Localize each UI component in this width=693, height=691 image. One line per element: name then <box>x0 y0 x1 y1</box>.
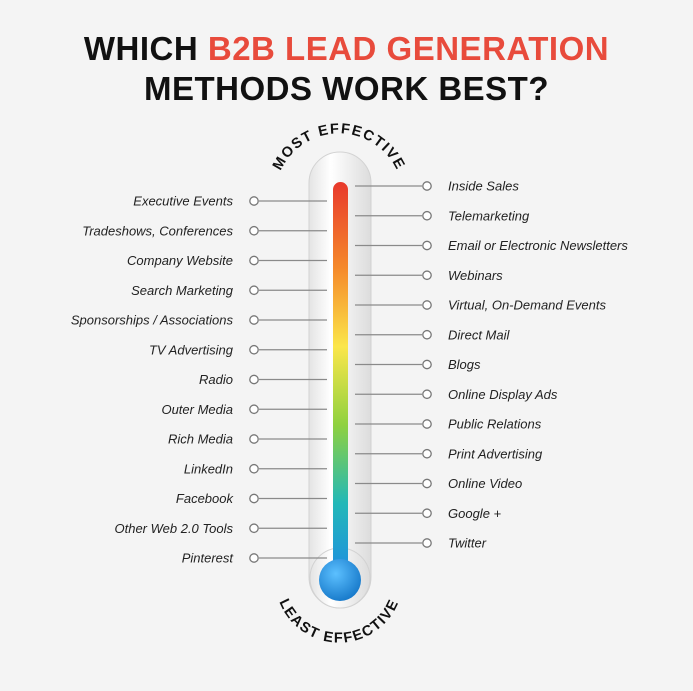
right-method-item: Email or Electronic Newsletters <box>355 238 628 253</box>
marker-dot <box>249 493 259 504</box>
left-method-item: LinkedIn <box>184 461 327 476</box>
marker-dot <box>249 255 259 266</box>
marker-dot <box>249 404 259 415</box>
marker-dot <box>249 374 259 385</box>
method-label: Webinars <box>448 268 503 283</box>
method-label: Online Display Ads <box>448 387 558 402</box>
right-method-item: Google + <box>355 506 502 521</box>
marker-dot <box>249 196 259 206</box>
marker-dot <box>422 508 432 519</box>
left-method-item: Rich Media <box>168 432 327 447</box>
marker-dot <box>249 225 259 236</box>
left-method-item: Company Website <box>127 253 327 268</box>
left-method-item: Search Marketing <box>131 283 327 298</box>
method-label: Other Web 2.0 Tools <box>114 521 233 536</box>
method-label: Inside Sales <box>448 179 519 194</box>
method-label: Telemarketing <box>448 208 530 223</box>
method-label: Rich Media <box>168 432 233 447</box>
method-label: Pinterest <box>182 551 235 566</box>
left-method-item: Tradeshows, Conferences <box>82 223 327 238</box>
method-label: Google + <box>448 506 502 521</box>
marker-dot <box>422 270 432 281</box>
title-line-2: METHODS WORK BEST? <box>144 70 549 107</box>
left-method-item: Other Web 2.0 Tools <box>114 521 327 536</box>
method-label: Tradeshows, Conferences <box>82 223 233 238</box>
marker-dot <box>249 344 259 355</box>
method-label: Print Advertising <box>448 446 543 461</box>
left-method-item: Outer Media <box>161 402 327 417</box>
method-label: Search Marketing <box>131 283 234 298</box>
method-label: Online Video <box>448 476 522 491</box>
marker-dot <box>249 523 259 534</box>
right-method-item: Public Relations <box>355 417 542 432</box>
marker-dot <box>422 419 432 429</box>
right-method-item: Print Advertising <box>355 446 543 461</box>
method-label: Outer Media <box>161 402 233 417</box>
left-method-item: Radio <box>199 372 327 387</box>
marker-dot <box>422 478 432 489</box>
title-line-1: WHICH B2B LEAD GENERATION <box>0 30 693 68</box>
right-method-item: Inside Sales <box>355 179 519 194</box>
marker-dot <box>422 300 432 310</box>
method-label: LinkedIn <box>184 461 233 476</box>
marker-dot <box>249 315 259 325</box>
marker-dot <box>249 553 259 563</box>
left-method-item: Executive Events <box>133 194 327 209</box>
method-label: Virtual, On-Demand Events <box>448 298 606 313</box>
right-method-item: Online Display Ads <box>355 387 558 402</box>
marker-dot <box>249 463 259 474</box>
right-method-item: Blogs <box>355 357 481 372</box>
left-methods: Executive Events Tradeshows, Conferences C… <box>71 194 327 566</box>
method-label: Twitter <box>448 536 487 551</box>
method-label: Sponsorships / Associations <box>71 313 234 328</box>
right-method-item: Online Video <box>355 476 522 491</box>
right-method-item: Telemarketing <box>355 208 530 223</box>
method-label: Facebook <box>176 491 235 506</box>
method-label: Public Relations <box>448 417 542 432</box>
method-label: Direct Mail <box>448 327 511 342</box>
marker-dot <box>249 434 259 444</box>
thermometer-bulb <box>319 559 361 601</box>
title-prefix: WHICH <box>83 30 208 67</box>
right-method-item: Twitter <box>355 536 487 551</box>
thermometer-column <box>333 182 348 574</box>
marker-dot <box>422 389 432 400</box>
marker-dot <box>422 210 432 221</box>
left-method-item: Facebook <box>176 491 327 506</box>
method-label: Blogs <box>448 357 481 372</box>
marker-dot <box>422 181 432 191</box>
method-label: Executive Events <box>133 194 233 209</box>
left-method-item: Sponsorships / Associations <box>71 313 327 328</box>
marker-dot <box>422 329 432 340</box>
method-label: Company Website <box>127 253 233 268</box>
method-label: Email or Electronic Newsletters <box>448 238 628 253</box>
right-method-item: Direct Mail <box>355 327 511 342</box>
left-method-item: TV Advertising <box>149 342 327 357</box>
right-method-item: Virtual, On-Demand Events <box>355 298 606 313</box>
marker-dot <box>422 359 432 370</box>
right-methods: Inside Sales Telemarketing Email or Electr… <box>355 179 628 551</box>
method-label: Radio <box>199 372 233 387</box>
right-method-item: Webinars <box>355 268 503 283</box>
marker-dot <box>422 448 432 459</box>
title-accent: B2B LEAD GENERATION <box>207 30 610 67</box>
left-method-item: Pinterest <box>182 551 327 566</box>
marker-dot <box>422 538 432 548</box>
marker-dot <box>422 240 432 251</box>
marker-dot <box>249 285 259 296</box>
method-label: TV Advertising <box>149 342 234 357</box>
